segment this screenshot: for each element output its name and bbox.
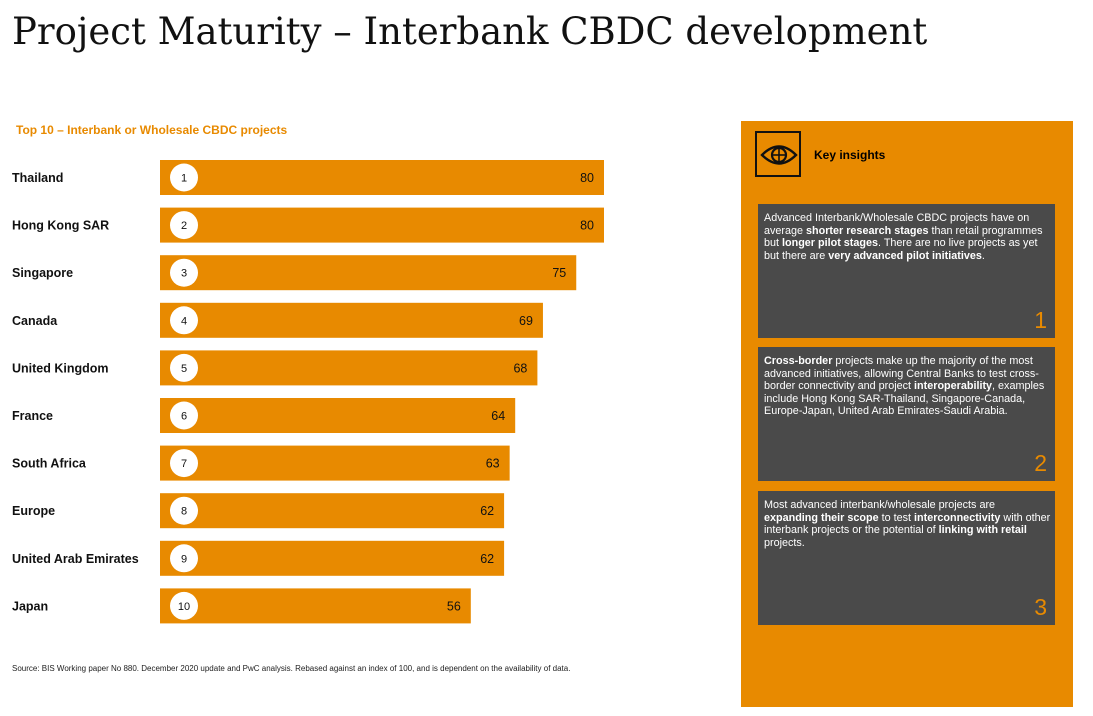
- data-label: 56: [447, 599, 461, 613]
- category-label: Japan: [12, 599, 48, 613]
- bar: [160, 255, 577, 291]
- rank-badge: [170, 211, 198, 240]
- insight-number-1: 1: [1034, 307, 1047, 333]
- insight-card-3: Most advanced interbank/wholesale projec…: [758, 491, 1055, 625]
- data-label: 68: [513, 361, 527, 375]
- bar: [160, 588, 471, 624]
- rank-label: 10: [178, 601, 190, 613]
- page-title: Project Maturity – Interbank CBDC develo…: [12, 10, 928, 53]
- data-label: 80: [580, 171, 594, 185]
- rank-badge: [170, 496, 198, 525]
- insight-number-2: 2: [1034, 450, 1047, 476]
- category-label: Singapore: [12, 266, 73, 280]
- bar: [160, 207, 604, 243]
- rank-badge: [170, 258, 198, 287]
- category-label: Europe: [12, 504, 55, 518]
- insight-text-3: Most advanced interbank/wholesale projec…: [764, 499, 1051, 549]
- data-label: 63: [486, 457, 500, 471]
- chart-title: Top 10 – Interbank or Wholesale CBDC pro…: [16, 123, 288, 137]
- rank-label: 7: [181, 458, 187, 470]
- data-label: 62: [480, 552, 494, 566]
- rank-label: 3: [181, 268, 187, 280]
- data-label: 64: [491, 409, 505, 423]
- data-label: 80: [580, 219, 594, 233]
- rank-label: 5: [181, 363, 187, 375]
- data-label: 62: [480, 504, 494, 518]
- rank-label: 2: [181, 220, 187, 232]
- category-label: Canada: [12, 314, 58, 328]
- rank-label: 8: [181, 506, 187, 518]
- category-label: Hong Kong SAR: [12, 219, 109, 233]
- data-label: 75: [552, 266, 566, 280]
- rank-label: 6: [181, 411, 187, 423]
- bar: [160, 302, 543, 338]
- category-label: United Kingdom: [12, 361, 109, 375]
- insight-number-3: 3: [1034, 594, 1047, 620]
- rank-badge: [170, 353, 198, 382]
- rank-label: 9: [181, 553, 187, 565]
- rank-badge: [170, 544, 198, 573]
- rank-badge: [170, 163, 198, 192]
- category-label: United Arab Emirates: [12, 552, 139, 566]
- insight-text-1: Advanced Interbank/Wholesale CBDC projec…: [764, 212, 1043, 262]
- key-insights-title: Key insights: [814, 148, 886, 162]
- eye-globe-icon: [755, 131, 801, 177]
- bar: [160, 350, 538, 386]
- key-insights-panel: Key insights Advanced Interbank/Wholesal…: [741, 121, 1073, 707]
- bar: [160, 160, 604, 195]
- rank-badge: [170, 591, 198, 620]
- category-label: France: [12, 409, 53, 423]
- bar: [160, 445, 510, 481]
- category-label: Thailand: [12, 171, 63, 185]
- bar: [160, 540, 505, 576]
- source-note: Source: BIS Working paper No 880. Decemb…: [12, 664, 571, 673]
- rank-badge: [170, 449, 198, 478]
- rank-badge: [170, 306, 198, 335]
- category-label: South Africa: [12, 457, 87, 471]
- data-label: 69: [519, 314, 533, 328]
- bar: [160, 398, 516, 433]
- rank-label: 4: [181, 315, 187, 327]
- bar: [160, 493, 505, 529]
- rank-badge: [170, 401, 198, 430]
- insight-card-1: Advanced Interbank/Wholesale CBDC projec…: [758, 204, 1055, 338]
- insight-card-2: Cross-border projects make up the majori…: [758, 347, 1055, 481]
- rank-label: 1: [181, 173, 187, 185]
- insight-text-2: Cross-border projects make up the majori…: [764, 355, 1045, 418]
